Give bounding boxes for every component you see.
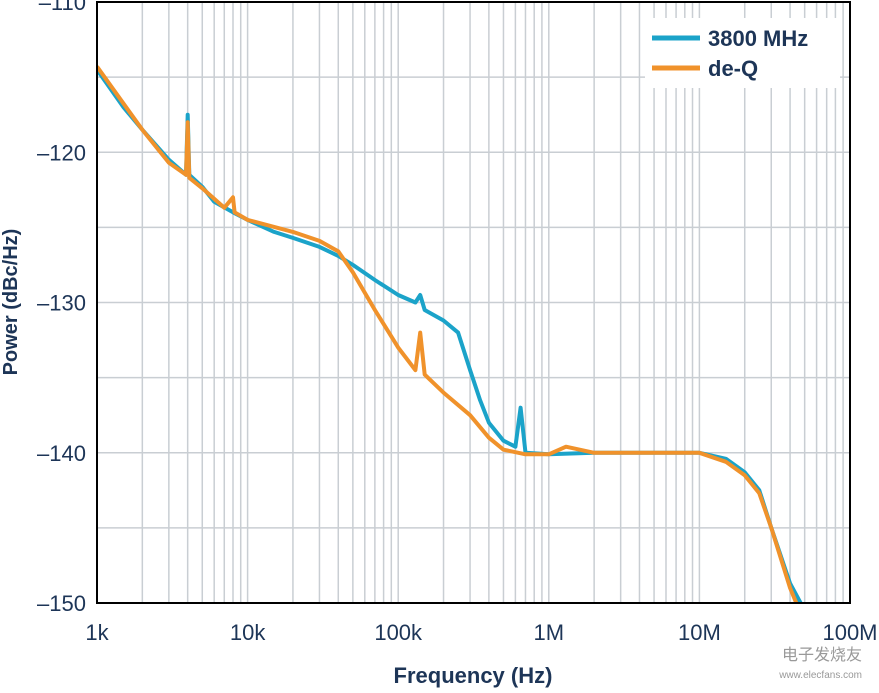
y-tick-label: –110 bbox=[39, 0, 86, 15]
y-axis-title: Power (dBc/Hz) bbox=[0, 229, 22, 376]
watermark-url: www.elecfans.com bbox=[778, 670, 862, 681]
x-tick-label: 10M bbox=[678, 620, 721, 645]
legend-box bbox=[645, 18, 840, 88]
y-tick-label: –120 bbox=[37, 140, 86, 165]
x-axis-title: Frequency (Hz) bbox=[394, 663, 553, 688]
x-tick-label: 100M bbox=[822, 620, 877, 645]
legend-label: 3800 MHz bbox=[708, 26, 808, 51]
plot-frame bbox=[96, 1, 851, 604]
x-tick-label: 1M bbox=[534, 620, 565, 645]
watermark: 电子发烧友 bbox=[782, 646, 862, 664]
x-tick-label: 100k bbox=[374, 620, 423, 645]
plot-area bbox=[97, 65, 803, 603]
y-tick-label: –140 bbox=[37, 441, 86, 466]
series-line bbox=[97, 65, 799, 603]
x-tick-label: 10k bbox=[230, 620, 266, 645]
y-tick-label: –150 bbox=[37, 591, 86, 616]
y-tick-label: –130 bbox=[37, 291, 86, 316]
x-tick-label: 1k bbox=[85, 620, 109, 645]
legend-label: de-Q bbox=[708, 56, 758, 81]
